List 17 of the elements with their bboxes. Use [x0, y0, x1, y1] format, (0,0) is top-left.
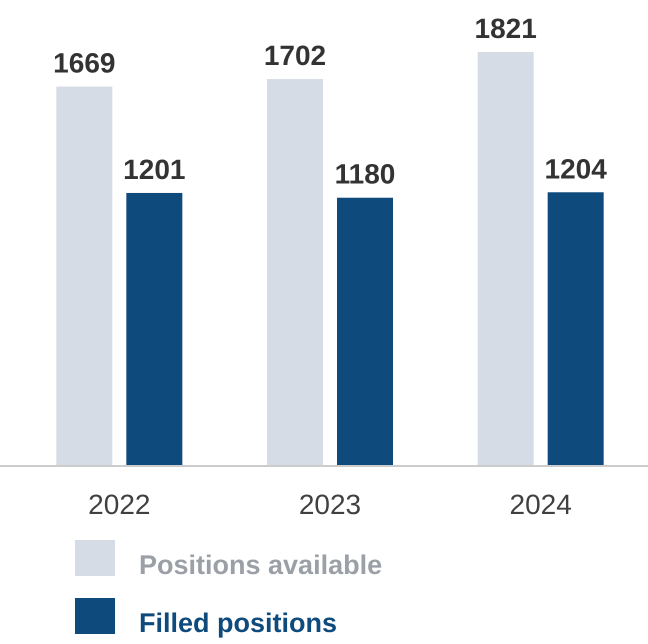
- x-tick-label: 2023: [298, 489, 362, 520]
- bar: [126, 192, 182, 466]
- bar: [548, 192, 604, 466]
- data-label: 1821: [474, 13, 537, 44]
- legend-label: Filled positions: [139, 608, 338, 638]
- x-tick-label: 2022: [88, 489, 150, 520]
- data-label: 1180: [334, 158, 396, 190]
- bar: [337, 198, 393, 466]
- x-tick-label: 2024: [510, 489, 572, 520]
- bar: [56, 86, 112, 466]
- legend-label: Positions available: [139, 550, 382, 580]
- bar: [267, 79, 323, 466]
- data-label: 1204: [544, 153, 608, 184]
- data-label: 1702: [264, 40, 326, 72]
- data-label: 1201: [123, 154, 186, 185]
- bar: [478, 52, 534, 466]
- data-label: 1669: [53, 48, 116, 79]
